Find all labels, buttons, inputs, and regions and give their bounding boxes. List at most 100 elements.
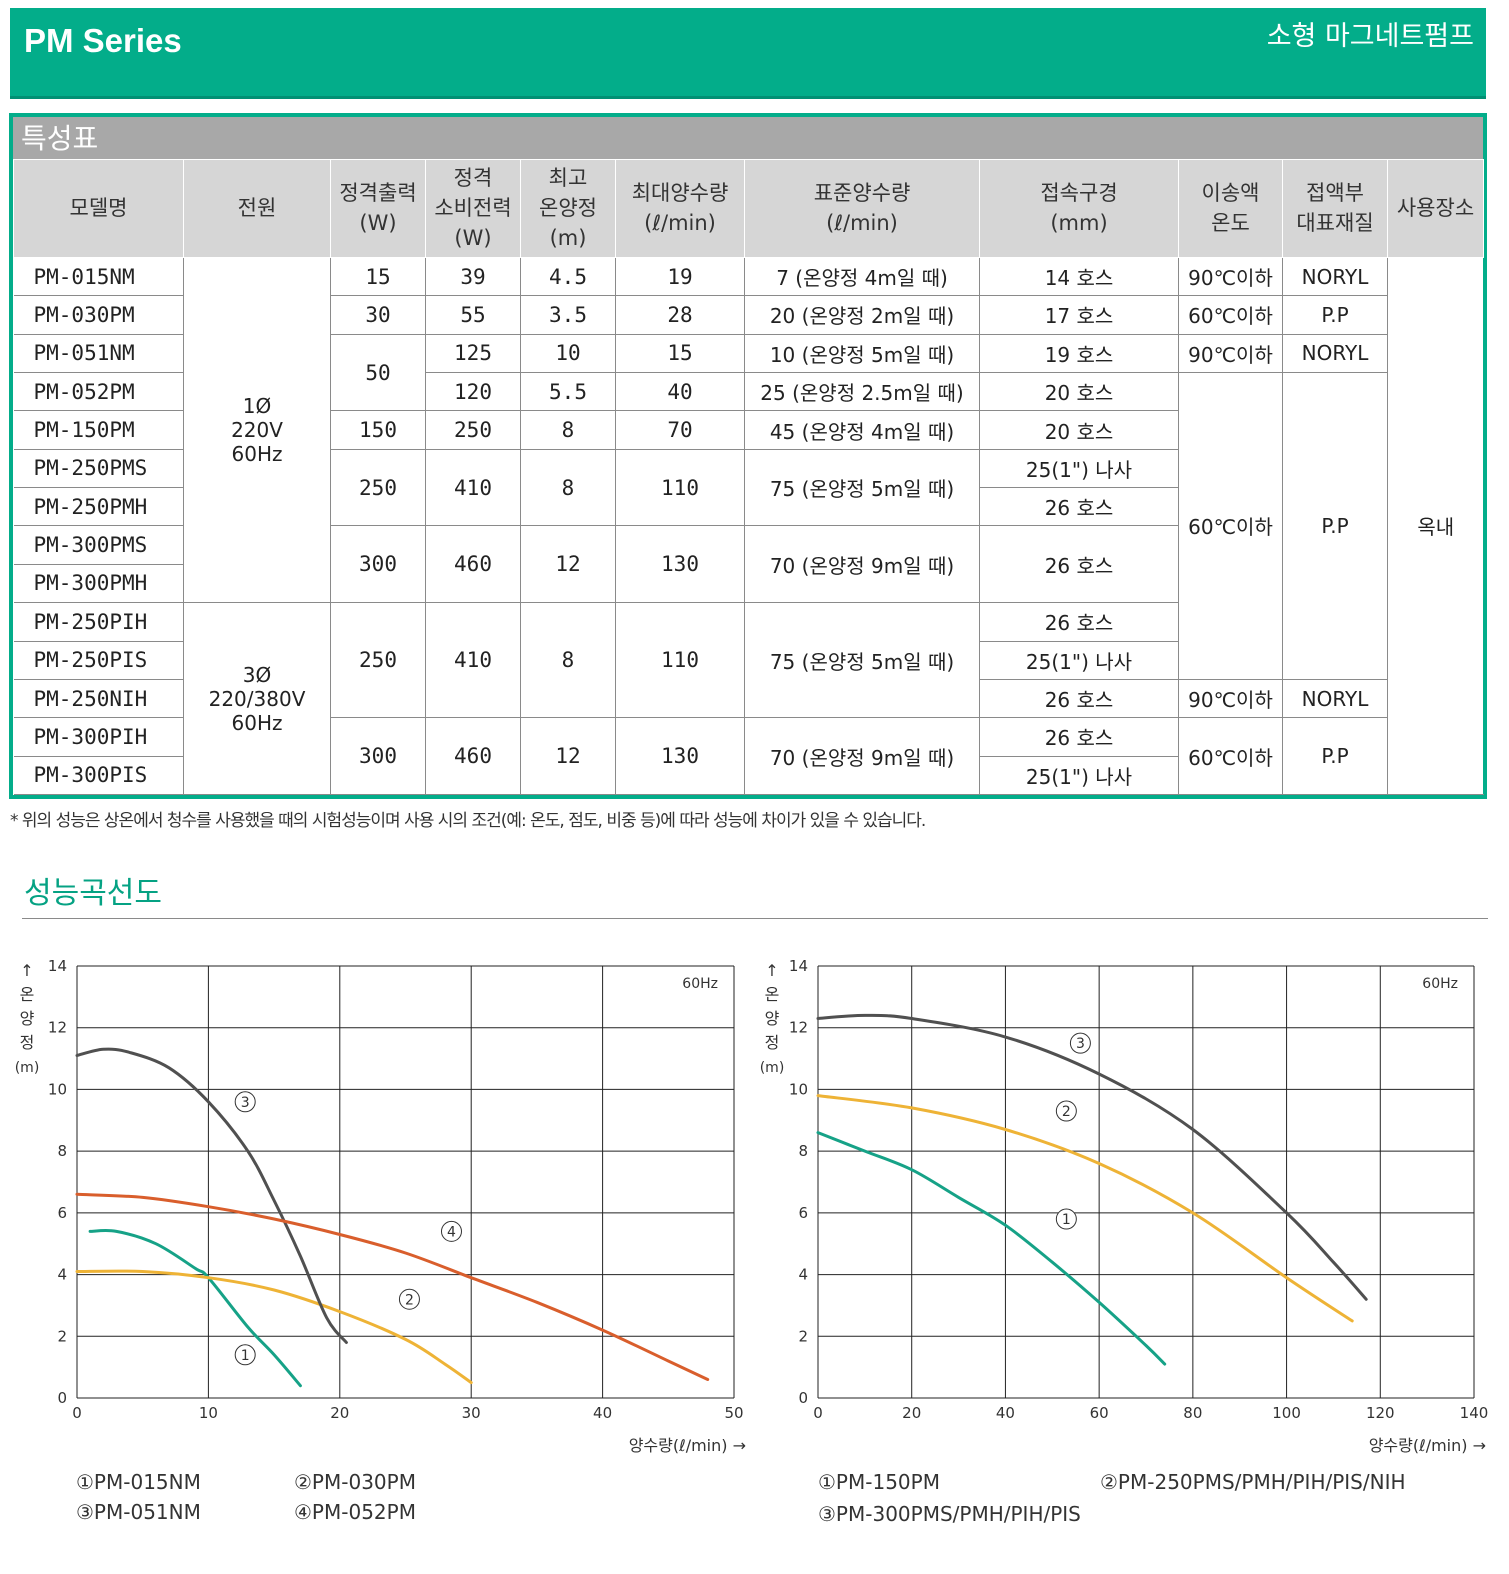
y-axis-label: (m) — [760, 1060, 785, 1076]
temp-cell: 90℃이하 — [1178, 333, 1283, 374]
material-cell: P.P — [1282, 372, 1388, 680]
head-cell: 12 — [520, 717, 616, 795]
table-row: PM-300PMS 300 460 12 130 70 (온양정 9m일 때) … — [13, 525, 1484, 604]
y-axis-label: 정 — [765, 1033, 780, 1052]
model-cell: PM-300PMS — [13, 525, 184, 565]
series-title: PM Series — [24, 22, 182, 59]
performance-chart-left: 0 10 20 30 40 5002468101214↑온양정(m)60Hz양수량(ℓ/m… — [15, 957, 746, 1455]
col-output: 정격출력 (W) — [330, 159, 426, 258]
model-cell: PM-150PM — [13, 410, 184, 450]
y-tick-label: 12 — [789, 1019, 808, 1037]
table-row: PM-052PM 120 5.5 40 25 (온양정 2.5m일 때) 20 … — [13, 371, 1484, 680]
table-row: PM-051NM 50 125 10 15 10 (온양정 5m일 때) 19 … — [13, 333, 1484, 412]
head-cell: 8 — [520, 448, 616, 527]
consumption-cell: 120 — [425, 371, 521, 412]
y-axis-label: (m) — [15, 1060, 40, 1076]
legend-item: ①PM-150PM — [818, 1470, 940, 1494]
series-marker-2 — [1055, 1100, 1077, 1122]
y-tick-label: 8 — [798, 1142, 808, 1160]
std-flow-cell: 70 (온양정 9m일 때) — [744, 717, 980, 795]
head-cell: 4.5 — [520, 256, 616, 297]
std-flow-cell: 20 (온양정 2m일 때) — [744, 295, 980, 335]
flow-cell: 15 — [615, 333, 745, 374]
series-marker-2 — [398, 1288, 420, 1310]
std-flow-cell: 75 (온양정 5m일 때) — [744, 602, 980, 719]
col-location: 사용장소 — [1387, 159, 1484, 258]
bore-cell: 25(1") 나사 — [979, 640, 1179, 680]
y-tick-label: 4 — [57, 1266, 67, 1284]
section-title: 성능곡선도 — [24, 876, 162, 911]
y-tick-label: 2 — [798, 1327, 808, 1345]
bore-cell: 20 호스 — [979, 371, 1179, 412]
model-cell: PM-030PM — [13, 295, 184, 335]
table-row: PM-250PIH 3Ø 220/380V 60Hz 250 410 8 110 7… — [13, 602, 1484, 795]
x-axis-label: 양수량(ℓ/min) → — [629, 1436, 746, 1455]
legend-item: ②PM-250PMS/PMH/PIH/PIS/NIH — [1100, 1470, 1406, 1494]
col-max-flow: 최대양수량 (ℓ/min) — [615, 159, 745, 258]
legend-item: ③PM-300PMS/PMH/PIH/PIS — [818, 1502, 1081, 1526]
model-cell: PM-300PIS — [13, 755, 184, 796]
series-marker-label: 1 — [1062, 1212, 1071, 1228]
performance-chart-right: 0 20 40 60 80 100 120 14002468101214↑온양정(m)60Hz… — [760, 957, 1489, 1455]
col-max-head: 최고 온양정 (m) — [520, 159, 616, 258]
table-row: PM-250NIH 26 호스 90℃이하 NORYL — [13, 678, 1484, 719]
output-cell: 250 — [330, 602, 426, 719]
series-marker-1 — [1055, 1208, 1077, 1230]
y-axis-label: 양 — [20, 1009, 35, 1028]
consumption-cell: 410 — [425, 448, 521, 527]
x-tick-label: 10 — [199, 1404, 218, 1422]
y-tick-label: 6 — [57, 1204, 67, 1222]
y-tick-label: 0 — [57, 1389, 67, 1407]
temp-cell: 90℃이하 — [1178, 256, 1283, 297]
bore-cell: 19 호스 — [979, 333, 1179, 374]
series-marker-label: 2 — [1062, 1104, 1071, 1120]
series-marker-3 — [1069, 1032, 1091, 1054]
flow-cell: 130 — [615, 525, 745, 604]
x-tick-label: 100 — [1272, 1404, 1301, 1422]
x-tick-label: 0 — [813, 1404, 823, 1422]
series-marker-4 — [440, 1220, 462, 1242]
y-axis-label: ↑ — [765, 961, 778, 980]
legend-item: ②PM-030PM — [294, 1470, 416, 1494]
series-marker-1 — [234, 1344, 256, 1366]
head-cell: 5.5 — [520, 371, 616, 412]
output-cell: 15 — [330, 256, 426, 297]
y-axis-label: 온 — [20, 985, 35, 1004]
spec-table-box: 특성표 모델명 전원 정격출력 (W) 정격 소비전력 (W) 최고 온양정 (m) 최대… — [9, 113, 1487, 799]
temp-cell: 60℃이하 — [1178, 295, 1283, 335]
material-cell: P.P — [1282, 717, 1388, 795]
bore-cell: 25(1") 나사 — [979, 755, 1179, 796]
model-cell: PM-300PMH — [13, 563, 184, 604]
std-flow-cell: 75 (온양정 5m일 때) — [744, 448, 980, 527]
legend-item: ④PM-052PM — [294, 1500, 416, 1524]
model-cell: PM-250PIH — [13, 602, 184, 642]
series-line-2 — [816, 1094, 1354, 1323]
series-marker-label: 4 — [447, 1224, 456, 1240]
table-row: PM-300PIS 25(1") 나사 — [13, 755, 1484, 796]
model-cell: PM-300PIH — [13, 717, 184, 757]
consumption-cell: 460 — [425, 525, 521, 604]
x-tick-label: 40 — [996, 1404, 1015, 1422]
bore-cell: 26 호스 — [979, 717, 1179, 757]
bore-cell: 17 호스 — [979, 295, 1179, 335]
consumption-cell: 460 — [425, 717, 521, 795]
section-divider — [22, 918, 1488, 919]
x-tick-label: 140 — [1460, 1404, 1489, 1422]
x-tick-label: 50 — [724, 1404, 743, 1422]
x-axis-label: 양수량(ℓ/min) → — [1369, 1436, 1486, 1455]
bore-cell: 25(1") 나사 — [979, 448, 1179, 489]
std-flow-cell: 45 (온양정 4m일 때) — [744, 410, 980, 450]
y-tick-label: 10 — [48, 1080, 67, 1098]
col-power: 전원 — [183, 159, 331, 258]
y-tick-label: 8 — [57, 1142, 67, 1160]
col-std-flow: 표준양수량 (ℓ/min) — [744, 159, 980, 258]
series-line-2 — [75, 1269, 473, 1385]
material-cell: P.P — [1282, 295, 1388, 335]
temp-cell: 60℃이하 — [1178, 717, 1283, 795]
col-bore: 접속구경 (mm) — [979, 159, 1179, 258]
model-cell: PM-052PM — [13, 371, 184, 412]
legend-item: ③PM-051NM — [76, 1500, 201, 1524]
y-tick-label: 6 — [798, 1204, 808, 1222]
x-tick-label: 80 — [1183, 1404, 1202, 1422]
series-marker-label: 2 — [405, 1292, 414, 1308]
